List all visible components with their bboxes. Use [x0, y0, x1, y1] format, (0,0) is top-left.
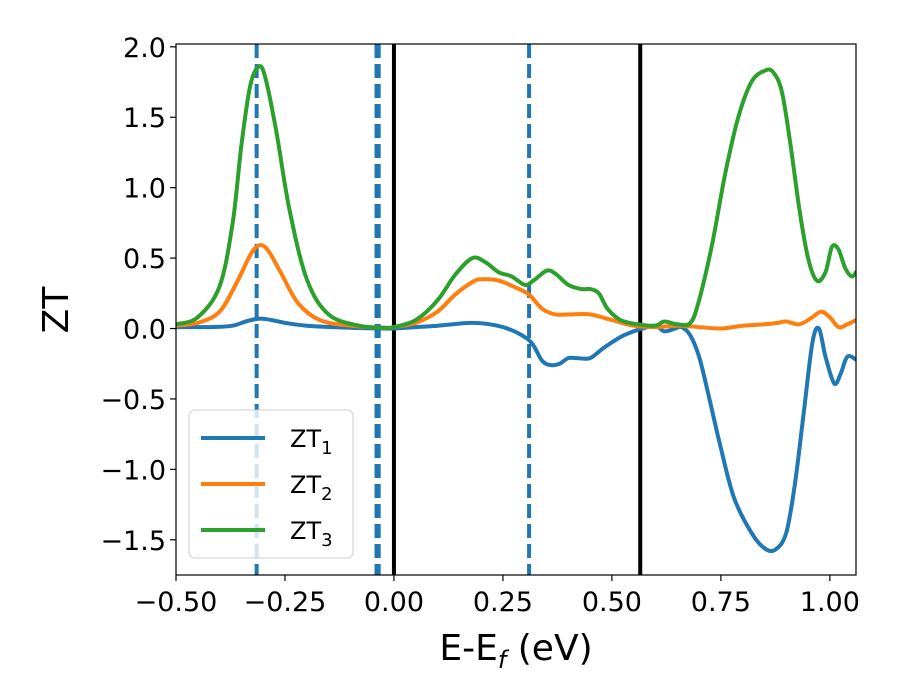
- y-tick-label: −1.0: [100, 455, 166, 486]
- legend-label-zt3: ZT3: [290, 517, 333, 551]
- x-axis-title-main: E-E: [439, 628, 497, 669]
- x-axis-title: E-Ef (eV): [439, 628, 592, 674]
- legend-label-zt1: ZT1: [290, 425, 333, 459]
- x-axis-title-unit: (eV): [506, 628, 592, 669]
- vertical-markers: [254, 44, 643, 575]
- x-tick-label: 0.00: [364, 587, 424, 618]
- x-tick-label: 1.00: [800, 587, 860, 618]
- y-axis-title: ZT: [36, 286, 77, 334]
- legend-label-zt2: ZT2: [290, 471, 333, 505]
- y-tick-label: 0.0: [123, 315, 166, 346]
- x-tick-label: 0.25: [473, 587, 533, 618]
- x-axis: −0.50 −0.25 0.00 0.25 0.50 0.75 1.00: [135, 575, 860, 618]
- series-line-zt3: [176, 64, 856, 331]
- y-tick-label: 1.5: [123, 103, 166, 134]
- x-tick-label: −0.50: [135, 587, 218, 618]
- plot-frame: [175, 43, 857, 576]
- legend: ZT1 ZT2 ZT3: [188, 409, 354, 559]
- y-tick-label: 1.0: [123, 174, 166, 205]
- y-tick-label: −1.5: [100, 526, 166, 557]
- x-tick-label: 0.75: [691, 587, 751, 618]
- series-line-zt2: [176, 243, 856, 331]
- x-tick-label: −0.25: [244, 587, 327, 618]
- y-tick-label: −0.5: [100, 385, 166, 416]
- y-tick-label: 2.0: [123, 33, 166, 64]
- x-tick-label: 0.50: [582, 587, 642, 618]
- y-tick-label: 0.5: [123, 244, 166, 275]
- y-axis: −1.5 −1.0 −0.5 0.0 0.5 1.0 1.5 2.0: [100, 33, 176, 557]
- series-lines: [176, 64, 856, 554]
- legend-box: [188, 409, 354, 559]
